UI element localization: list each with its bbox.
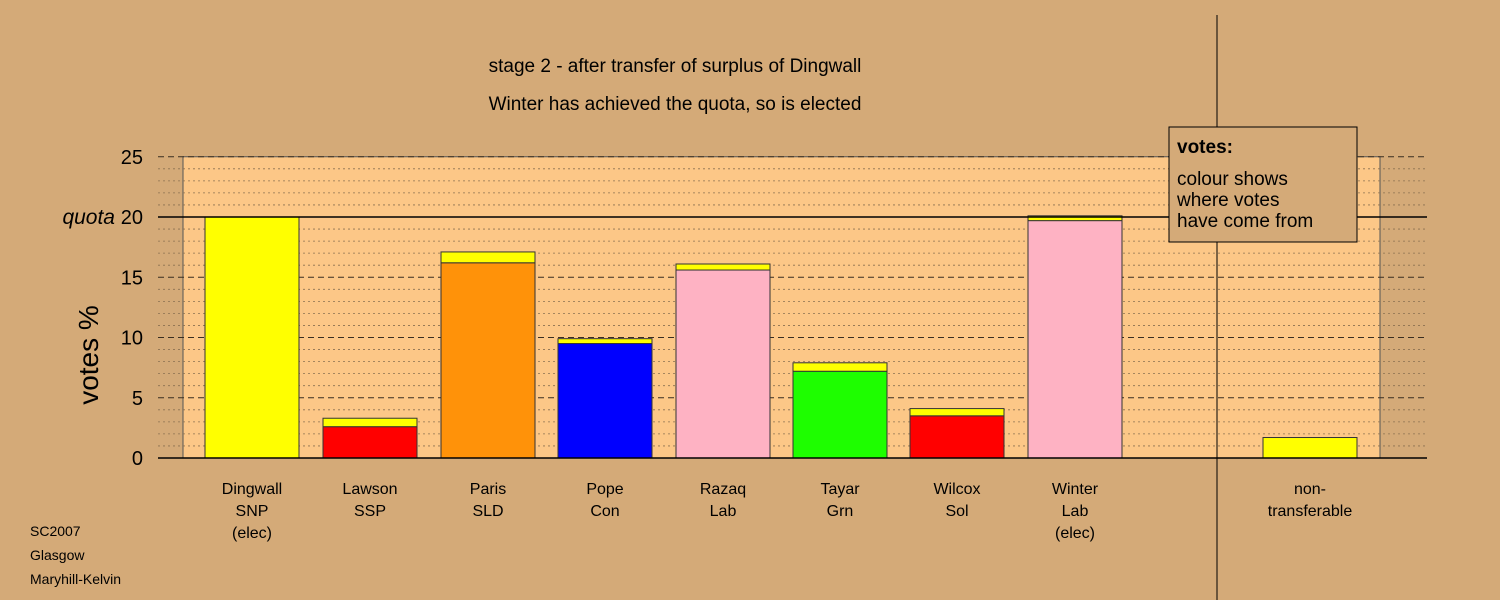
legend-box (1168, 126, 1358, 243)
category-label: (elec) (1055, 525, 1095, 542)
y-tick-label: 15 (121, 267, 143, 289)
category-label: Paris (470, 481, 506, 498)
bar-segment (909, 415, 1005, 459)
quota-label: quota (62, 206, 115, 229)
bar-segment (792, 370, 888, 459)
legend-title: votes: (1177, 137, 1233, 158)
bar-segment (792, 362, 888, 372)
y-tick-label: 5 (132, 388, 143, 410)
footer-line: Maryhill-Kelvin (30, 571, 121, 587)
bar-segment (675, 263, 771, 271)
bar-segment (675, 269, 771, 459)
y-tick-label: 25 (121, 147, 143, 169)
category-label: Lawson (342, 481, 397, 498)
y-axis-label: votes % (73, 305, 104, 405)
category-label: Razaq (700, 481, 746, 498)
category-label: Sol (945, 503, 968, 520)
bar-segment (557, 343, 653, 459)
category-label: non- (1294, 481, 1326, 498)
category-label: SSP (354, 503, 386, 520)
legend-line: colour shows (1177, 169, 1288, 190)
bar-segment (909, 408, 1005, 417)
footer-line: Glasgow (30, 547, 85, 563)
bar-segment (322, 426, 418, 459)
category-label: SLD (472, 503, 503, 520)
bar-segment (1027, 215, 1123, 222)
category-label: Con (590, 503, 619, 520)
category-label: transferable (1268, 503, 1353, 520)
chart-title: stage 2 - after transfer of surplus of D… (489, 56, 862, 77)
y-tick-label: 0 (132, 448, 143, 470)
category-label: Wilcox (933, 481, 980, 498)
y-tick-label: 10 (121, 328, 143, 350)
category-label: Pope (586, 481, 623, 498)
bar-segment (204, 216, 300, 459)
legend-line: have come from (1177, 211, 1313, 232)
bar-segment (557, 338, 653, 345)
category-label: Grn (827, 503, 854, 520)
category-label: Winter (1052, 481, 1099, 498)
category-label: Lab (1062, 503, 1089, 520)
bar-segment (322, 417, 418, 428)
y-tick-label: 20 (121, 207, 143, 229)
bar-segment (1262, 437, 1358, 459)
bar-segment (440, 262, 536, 459)
category-label: SNP (236, 503, 269, 520)
category-label: Lab (710, 503, 737, 520)
bar-segment (1027, 220, 1123, 459)
category-label: Dingwall (222, 481, 282, 498)
footer-line: SC2007 (30, 523, 81, 539)
legend: votes: colour shows where votes have com… (1168, 126, 1358, 243)
category-label: (elec) (232, 525, 272, 542)
category-label: Tayar (820, 481, 860, 498)
bar-segment (440, 251, 536, 264)
chart-subtitle: Winter has achieved the quota, so is ele… (489, 94, 862, 115)
legend-line: where votes (1176, 190, 1279, 211)
